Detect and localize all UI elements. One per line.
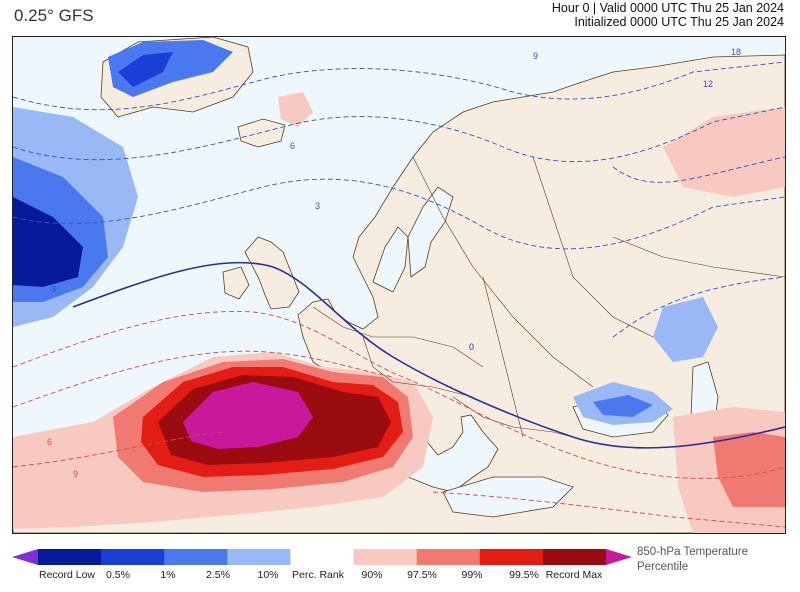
legend-bin: [227, 549, 291, 565]
contour-label: 6: [290, 141, 295, 151]
contour-label: 9: [533, 51, 538, 61]
legend-bin: [479, 549, 544, 565]
legend-title-line1: 850-hPa Temperature: [637, 546, 749, 558]
legend-bin: [101, 549, 165, 565]
legend-label: 99%: [461, 569, 483, 581]
legend-labels: Record Low 0.5% 1% 2.5% 10% Perc. Rank 90% 97.5…: [12, 569, 632, 583]
valid-line: Hour 0 | Valid 0000 UTC Thu 25 Jan 2024: [551, 1, 784, 15]
legend-title-line2: Percentile: [637, 561, 689, 573]
legend-color-bar: [12, 549, 632, 565]
legend-label: Record Max: [545, 569, 603, 581]
legend-label: 0.5%: [106, 569, 130, 581]
legend-bin: [164, 549, 228, 565]
legend-label: 99.5%: [509, 569, 539, 581]
init-line: Initialized 0000 UTC Thu 25 Jan 2024: [574, 15, 784, 29]
legend: Record Low 0.5% 1% 2.5% 10% Perc. Rank 90% 97.5…: [12, 549, 632, 589]
legend-label: 97.5%: [407, 569, 437, 581]
legend-bin: [38, 549, 102, 565]
warm-anomaly-shading: [13, 92, 785, 533]
legend-bin: [353, 549, 418, 565]
contour-label: 3: [315, 201, 320, 211]
map-svg: 18 12 9 6 3 3 0 6 9: [13, 37, 785, 533]
contour-label: 18: [731, 47, 741, 57]
country-borders: [312, 156, 785, 438]
legend-title: 850-hPa Temperature Percentile: [637, 545, 748, 575]
valid-time: Hour 0 | Valid 0000 UTC Thu 25 Jan 2024 …: [552, 1, 784, 29]
contour-label: 12: [703, 79, 713, 89]
legend-label: Record Low: [38, 569, 96, 581]
map-panel: 18 12 9 6 3 3 0 6 9: [12, 36, 786, 534]
legend-label: Perc. Rank: [292, 569, 344, 581]
cold-anomaly-shading: [13, 40, 718, 425]
legend-bin: [416, 549, 481, 565]
contour-label: 6: [47, 437, 52, 447]
legend-label: 10%: [257, 569, 279, 581]
legend-bin-record-max: [606, 549, 632, 565]
legend-bin-record-low: [12, 549, 38, 565]
contour-labels: 18 12 9 6 3 3 0 6 9: [47, 47, 741, 479]
temperature-contours: [13, 61, 785, 528]
legend-label: 2.5%: [206, 569, 230, 581]
model-title: 0.25° GFS: [14, 6, 94, 25]
contour-label: 0: [469, 342, 474, 352]
contour-label: 9: [73, 469, 78, 479]
legend-label: 1%: [160, 569, 176, 581]
legend-bin: [290, 549, 355, 565]
legend-label: 90%: [361, 569, 383, 581]
legend-bin: [542, 549, 607, 565]
contour-label: 3: [51, 284, 56, 294]
